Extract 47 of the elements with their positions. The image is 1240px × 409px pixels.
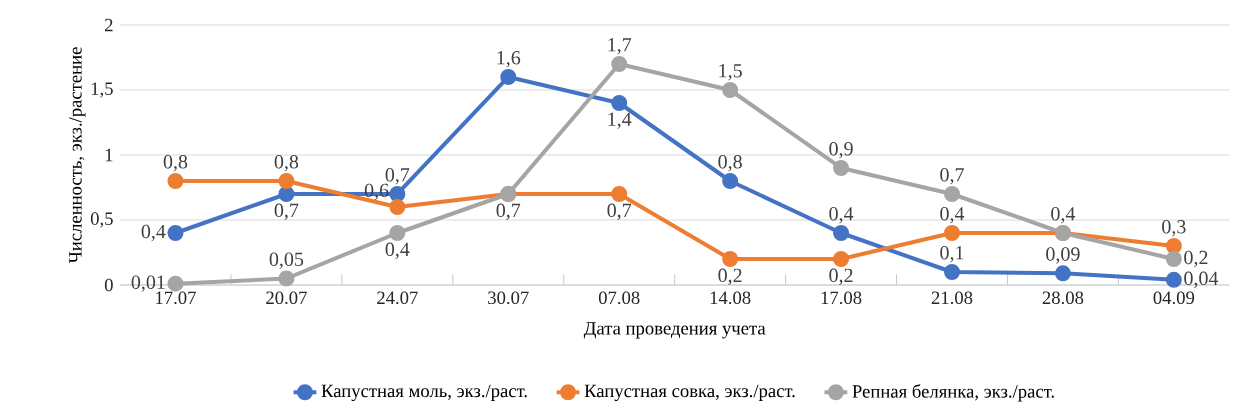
x-tick-label: 04.09 bbox=[1153, 291, 1195, 305]
data-label: 0,09 bbox=[1046, 247, 1080, 264]
data-label: 0,4 bbox=[1051, 207, 1076, 224]
x-axis-title: Дата проведения учета bbox=[583, 322, 766, 339]
data-label: 0,8 bbox=[274, 155, 299, 172]
data-label: 1,5 bbox=[719, 64, 742, 81]
x-tick-label: 30.07 bbox=[488, 291, 529, 305]
data-label: 0,4 bbox=[829, 207, 854, 224]
y-axis-title: Численность, экз./растение bbox=[69, 47, 86, 264]
data-label: 1,7 bbox=[608, 38, 632, 55]
data-label: 0,7 bbox=[496, 203, 521, 220]
data-label: 0,4 bbox=[141, 224, 166, 242]
x-tick-label: 24.07 bbox=[377, 291, 418, 305]
data-label: 0,1 bbox=[940, 246, 964, 263]
data-label: 0,4 bbox=[940, 207, 965, 224]
x-tick-label: 20.07 bbox=[266, 291, 307, 305]
legend-label: Репная белянка, экз./раст. bbox=[852, 384, 1054, 402]
x-tick-label: 21.08 bbox=[931, 291, 973, 305]
data-label: 0,3 bbox=[1162, 220, 1186, 237]
data-label: 0,7 bbox=[940, 168, 964, 185]
data-label: 0,2 bbox=[1184, 250, 1208, 268]
x-tick-label: 17.08 bbox=[821, 291, 862, 305]
data-label: 0,8 bbox=[163, 155, 188, 172]
legend-label: Капустная моль, экз./раст. bbox=[321, 384, 527, 402]
data-label: 0,05 bbox=[269, 252, 304, 269]
data-label: 0,7 bbox=[385, 168, 410, 185]
y-tick-label: 0 bbox=[104, 278, 113, 292]
data-label: 0,7 bbox=[607, 203, 632, 220]
data-label: 0,2 bbox=[718, 268, 742, 285]
x-tick-label: 07.08 bbox=[598, 291, 640, 305]
x-tick-label: 28.08 bbox=[1042, 291, 1084, 305]
x-tick-label: 14.08 bbox=[710, 291, 751, 305]
legend-label: Капустная совка, экз./раст. bbox=[584, 384, 795, 402]
y-tick-label: 0,5 bbox=[90, 212, 113, 228]
data-label: 0,2 bbox=[829, 268, 853, 285]
data-label: 1,6 bbox=[497, 51, 521, 68]
y-tick-label: 1,5 bbox=[91, 82, 113, 98]
data-label: 1,4 bbox=[608, 112, 632, 129]
x-tick-label: 17.07 bbox=[156, 291, 196, 305]
data-label: 0,01 bbox=[131, 275, 165, 292]
y-tick-label: 2 bbox=[105, 18, 113, 32]
data-label: 0,4 bbox=[385, 242, 410, 259]
y-tick-label: 1 bbox=[105, 148, 113, 162]
data-label: 0,7 bbox=[274, 203, 299, 220]
data-label: 0,04 bbox=[1184, 271, 1219, 288]
data-label: 0,8 bbox=[718, 155, 742, 172]
data-label: 0,9 bbox=[829, 142, 853, 159]
